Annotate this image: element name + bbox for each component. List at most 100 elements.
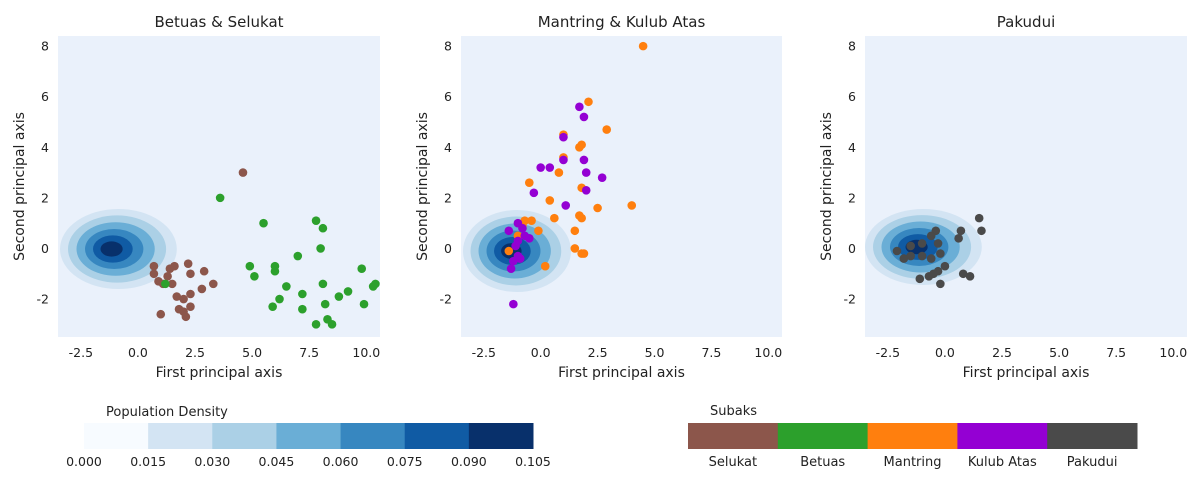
x-tick-label: 5.0	[645, 345, 665, 360]
scatter-point-betuas	[245, 261, 255, 271]
scatter-point-selukat	[172, 292, 182, 301]
scatter-point-mantring	[638, 41, 648, 51]
colorbar-tick-label: 0.105	[515, 454, 551, 469]
colorbar-segment	[276, 423, 342, 449]
x-tick-label: 2.5	[992, 345, 1012, 360]
scatter-point-selukat	[199, 266, 209, 276]
scatter-point-mantring	[504, 246, 514, 256]
scatter-point-kulub-atas	[561, 201, 571, 210]
scatter-point-mantring	[540, 261, 550, 271]
legend-swatch-mantring	[867, 423, 958, 449]
y-axis-label: Second principal axis	[415, 112, 431, 261]
scatter-point-mantring	[577, 140, 586, 150]
scatter-point-kulub-atas	[579, 155, 589, 165]
y-tick-label: -2	[844, 292, 856, 307]
scatter-point-selukat	[186, 302, 195, 311]
panel-title: Pakudui	[997, 13, 1056, 31]
y-tick-label: 6	[848, 89, 856, 104]
scatter-point-kulub-atas	[518, 223, 527, 233]
scatter-point-kulub-atas	[559, 132, 568, 142]
scatter-point-betuas	[359, 299, 369, 309]
scatter-point-selukat	[208, 279, 218, 289]
scatter-point-selukat	[179, 294, 188, 304]
scatter-point-betuas	[334, 292, 344, 301]
scatter-point-kulub-atas	[515, 254, 525, 263]
colorbar-segment	[212, 423, 277, 449]
scatter-point-mantring	[534, 226, 543, 236]
scatter-point-kulub-atas	[597, 173, 607, 182]
scatter-point-betuas	[282, 282, 291, 291]
scatter-point-betuas	[320, 299, 330, 309]
colorbar-tick-label: 0.015	[130, 454, 166, 469]
scatter-point-kulub-atas	[509, 299, 518, 309]
y-tick-label: 0	[848, 241, 856, 256]
scatter-point-pakudui	[956, 226, 966, 236]
y-tick-label: 6	[444, 89, 452, 104]
scatter-point-selukat	[149, 269, 159, 279]
scatter-point-betuas	[268, 302, 277, 311]
scatter-point-selukat	[183, 259, 193, 268]
x-tick-label: 5.0	[242, 345, 262, 360]
y-tick-label: -2	[37, 292, 49, 307]
scatter-point-betuas	[298, 289, 307, 299]
scatter-point-selukat	[238, 168, 248, 177]
density-colorbar: Population Density 0.000 0.015 0.030 0.045 0.…	[66, 405, 551, 469]
scatter-point-pakudui	[892, 246, 902, 256]
scatter-point-kulub-atas	[504, 226, 514, 236]
scatter-point-betuas	[357, 264, 367, 274]
scatter-point-kulub-atas	[506, 264, 516, 274]
scatter-point-selukat	[149, 261, 159, 271]
scatter-point-kulub-atas	[559, 155, 568, 165]
scatter-point-betuas	[311, 320, 321, 329]
scatter-point-kulub-atas	[575, 102, 584, 112]
scatter-point-kulub-atas	[529, 188, 539, 198]
density-contour-level-6	[100, 241, 123, 257]
colorbar-tick-label: 0.000	[66, 454, 102, 469]
scatter-point-selukat	[186, 269, 195, 279]
y-tick-label: -2	[440, 292, 452, 307]
scatter-panel-3: -2.5 0.0 2.5 5.0 7.5 10.0 -2 0 2 4 6 8 Pakudui First …	[819, 13, 1187, 381]
scatter-point-betuas	[318, 279, 328, 289]
scatter-point-pakudui	[899, 254, 909, 263]
legend-label-kulub-atas: Kulub Atas	[968, 455, 1037, 470]
x-axis-label: First principal axis	[963, 365, 1090, 381]
scatter-panel-1: -2.5 0.0 2.5 5.0 7.5 10.0 -2 0 2 4 6 8 Betuas & Selu…	[12, 13, 380, 381]
scatter-point-betuas	[327, 320, 337, 329]
scatter-point-selukat	[170, 261, 179, 271]
scatter-point-pakudui	[917, 251, 927, 261]
legend-swatch-selukat	[688, 423, 779, 449]
scatter-point-pakudui	[917, 239, 927, 248]
scatter-point-kulub-atas	[509, 256, 518, 266]
plot-area	[865, 36, 1187, 337]
scatter-point-kulub-atas	[545, 163, 555, 172]
scatter-point-betuas	[250, 271, 259, 281]
scatter-point-pakudui	[954, 234, 963, 243]
colorbar-segment	[468, 423, 534, 449]
legend-swatch-pakudui	[1047, 423, 1138, 449]
scatter-point-mantring	[627, 201, 637, 210]
scatter-point-betuas	[368, 282, 378, 291]
x-tick-label: 7.5	[1106, 345, 1126, 360]
y-tick-label: 8	[41, 39, 49, 54]
x-tick-label: 10.0	[1159, 345, 1187, 360]
x-tick-label: 0.0	[531, 345, 551, 360]
x-tick-label: 7.5	[701, 345, 721, 360]
scatter-point-betuas	[343, 287, 353, 296]
plot-area	[461, 36, 782, 337]
y-tick-label: 4	[848, 140, 856, 155]
x-tick-label: -2.5	[69, 345, 93, 360]
scatter-panel-2: -2.5 0.0 2.5 5.0 7.5 10.0 -2 0 2 4 6 8 Mantring & Ku…	[415, 13, 782, 381]
scatter-point-mantring	[570, 226, 580, 236]
y-tick-label: 2	[444, 190, 452, 205]
scatter-point-betuas	[298, 304, 307, 314]
colorbar-segment	[148, 423, 213, 449]
x-tick-label: -2.5	[876, 345, 900, 360]
plot-area	[58, 36, 380, 337]
x-tick-label: 2.5	[588, 345, 608, 360]
subaks-legend: Subaks Selukat Betuas Mantring Kulub Atas Pak…	[688, 404, 1138, 470]
scatter-point-kulub-atas	[536, 163, 545, 172]
scatter-point-pakudui	[965, 271, 975, 281]
scatter-point-betuas	[318, 223, 328, 233]
x-tick-label: 7.5	[299, 345, 319, 360]
